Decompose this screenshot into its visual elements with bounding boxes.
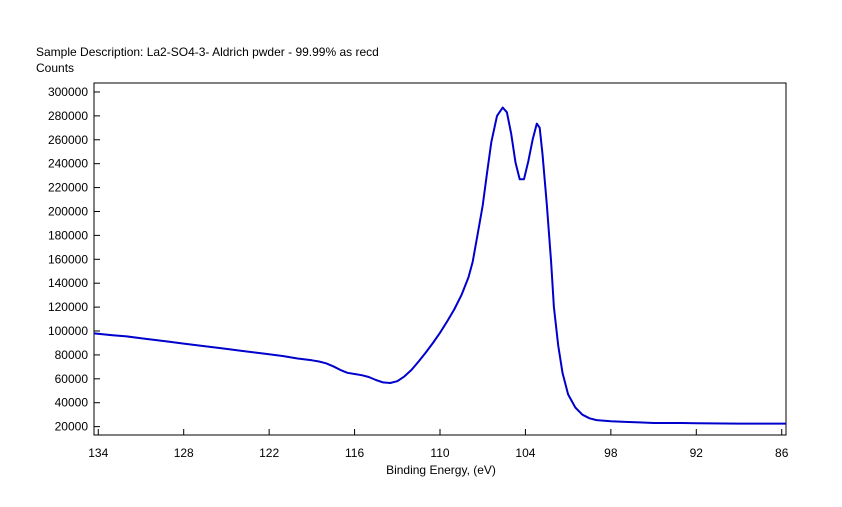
x-tick-label: 134 — [88, 446, 108, 460]
spectrum-line — [93, 106, 786, 425]
x-tick-label: 98 — [604, 446, 618, 460]
y-tick-label: 20000 — [55, 420, 89, 434]
y-tick-label: 220000 — [48, 181, 88, 195]
y-tick-label: 180000 — [48, 228, 88, 242]
y-tick-label: 140000 — [48, 276, 88, 290]
y-tick-label: 160000 — [48, 252, 88, 266]
y-tick-label: 280000 — [48, 109, 88, 123]
plot-frame — [93, 82, 787, 436]
y-axis-ticks: 20000 40000 60000 80000 100000 120000 140000 16… — [48, 85, 100, 434]
y-tick-label: 120000 — [48, 300, 88, 314]
x-tick-label: 110 — [430, 446, 449, 460]
y-tick-label: 40000 — [55, 396, 89, 410]
y-tick-label: 240000 — [48, 157, 88, 171]
chart-title: Sample Description: La2-SO4-3- Aldrich p… — [36, 45, 379, 59]
x-tick-label: 104 — [515, 446, 535, 460]
x-tick-label: 92 — [690, 446, 704, 460]
y-tick-label: 260000 — [48, 133, 88, 147]
y-tick-label: 300000 — [48, 85, 88, 99]
x-tick-label: 86 — [775, 446, 789, 460]
y-tick-label: 60000 — [55, 372, 89, 386]
x-axis-ticks: 134 128 122 116 110 104 98 92 86 — [88, 429, 789, 460]
y-tick-label: 100000 — [48, 324, 88, 338]
x-tick-label: 116 — [345, 446, 364, 460]
x-axis-label: Binding Energy, (eV) — [386, 463, 496, 477]
x-tick-label: 122 — [259, 446, 279, 460]
x-tick-label: 128 — [174, 446, 194, 460]
y-tick-label: 80000 — [55, 348, 89, 362]
y-tick-label: 200000 — [48, 204, 88, 218]
y-axis-label: Counts — [36, 61, 75, 75]
